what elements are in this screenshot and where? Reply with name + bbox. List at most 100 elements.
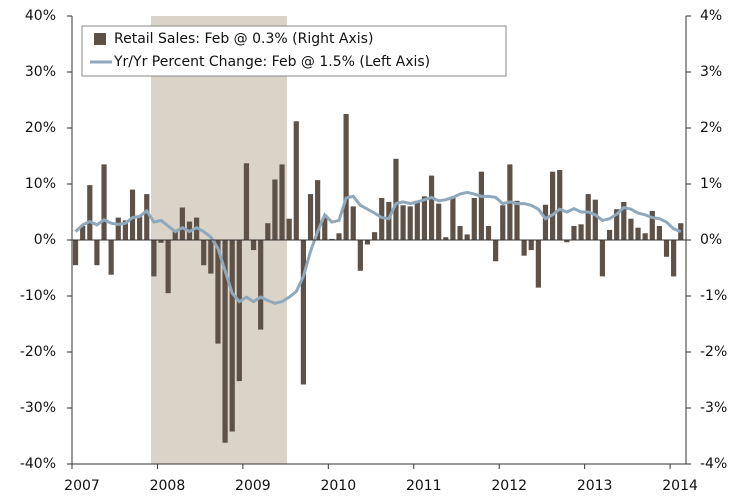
bar [165, 240, 171, 294]
x-tick-label: 2014 [662, 478, 698, 494]
bar [236, 240, 242, 382]
bar [158, 240, 164, 243]
bar [343, 114, 349, 240]
line [74, 190, 682, 305]
bar [557, 170, 563, 240]
bar [393, 158, 399, 240]
bar [179, 207, 185, 240]
legend-swatch [94, 33, 106, 45]
bar [578, 224, 584, 240]
bar [471, 198, 477, 240]
y2-tick-label: -4% [700, 456, 727, 472]
bar [414, 200, 420, 240]
bar [80, 226, 86, 240]
x-tick-label: 2013 [577, 478, 613, 494]
bar [272, 179, 278, 240]
bar [115, 217, 121, 240]
bar [293, 121, 299, 240]
bar [208, 240, 214, 274]
y-tick-label: 10% [25, 176, 56, 192]
bar [663, 240, 670, 257]
bar [322, 217, 328, 240]
bar [542, 204, 549, 240]
bar [108, 240, 114, 275]
bar [258, 240, 264, 330]
bar [500, 205, 506, 240]
bar [400, 205, 406, 240]
bar [621, 201, 627, 240]
bar [94, 240, 100, 266]
bar [592, 199, 598, 240]
bar [336, 233, 342, 240]
y2-tick-label: -1% [700, 288, 727, 304]
y-tick-label: 20% [25, 120, 56, 136]
bar [485, 226, 492, 240]
bar [457, 226, 463, 240]
bar [450, 196, 456, 240]
x-tick-label: 2007 [64, 478, 100, 494]
bar [571, 226, 577, 240]
bar [656, 226, 662, 240]
bar [222, 240, 228, 443]
bar [300, 240, 306, 385]
bar [279, 164, 285, 240]
legend-box [81, 25, 507, 77]
bar [307, 194, 314, 240]
y-tick-label: -10% [20, 288, 56, 304]
bar [386, 201, 392, 240]
bar [315, 180, 321, 240]
bar [372, 232, 378, 240]
bar [635, 227, 641, 240]
bar [464, 234, 470, 240]
bar [243, 163, 250, 240]
bar [493, 240, 499, 262]
y-tick-label: -20% [20, 344, 56, 360]
y2-tick-label: 0% [700, 232, 722, 248]
bar [436, 203, 442, 240]
bar [478, 171, 484, 240]
bar [87, 185, 93, 240]
bar [443, 237, 449, 240]
bar [428, 175, 435, 240]
bar [101, 164, 107, 240]
bar [72, 240, 79, 266]
bar [329, 238, 335, 240]
x-tick-label: 2011 [406, 478, 442, 494]
bar [585, 194, 591, 240]
y2-tick-label: 4% [700, 8, 722, 24]
bar [265, 223, 271, 240]
bar [229, 240, 235, 432]
y2-tick-label: -2% [700, 344, 727, 360]
bar [350, 206, 356, 240]
bar [357, 240, 363, 271]
bar [364, 240, 371, 245]
bar [172, 231, 178, 240]
bar [528, 240, 534, 251]
bar [642, 233, 648, 240]
x-tick-label: 2008 [150, 478, 186, 494]
y-tick-label: 0% [34, 232, 56, 248]
bar [215, 240, 221, 344]
x-tick-label: 2010 [320, 478, 356, 494]
bar [628, 218, 634, 240]
y2-tick-label: 3% [700, 64, 722, 80]
x-tick-label: 2012 [491, 478, 527, 494]
bar [151, 240, 157, 277]
bar [521, 240, 527, 256]
legend-label: Retail Sales: Feb @ 0.3% (Right Axis) [114, 31, 373, 47]
bar [250, 240, 257, 251]
y-tick-label: -30% [20, 400, 56, 416]
bar [137, 216, 143, 240]
y-tick-label: 40% [25, 8, 56, 24]
bar [550, 171, 556, 240]
bar [564, 240, 570, 243]
y-tick-label: -40% [20, 456, 56, 472]
bar [421, 196, 428, 240]
x-tick-label: 2009 [235, 478, 271, 494]
y2-tick-label: -3% [700, 400, 727, 416]
bar [606, 229, 613, 240]
bar [129, 189, 136, 240]
bar [614, 209, 620, 240]
legend-label: Yr/Yr Percent Change: Feb @ 1.5% (Left A… [113, 54, 430, 70]
